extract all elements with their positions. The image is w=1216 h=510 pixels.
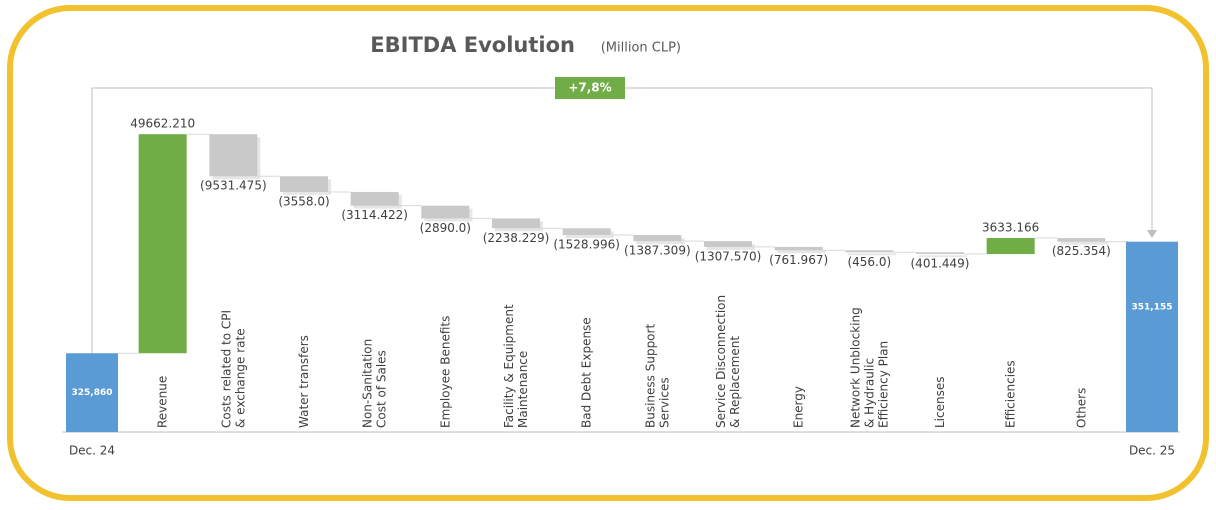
- bar: [138, 134, 187, 354]
- x-tick-label: Business SupportServices: [643, 324, 671, 428]
- data-label: (9531.475): [200, 179, 267, 193]
- x-tick-label: Others: [1074, 388, 1088, 428]
- data-label: 49662.210: [130, 117, 195, 131]
- bar-shadow: [1060, 241, 1109, 245]
- x-tick-label: Dec. 25: [1129, 444, 1175, 458]
- data-label: (1307.570): [695, 249, 762, 263]
- data-label: (456.0): [847, 255, 891, 269]
- bar: [492, 218, 540, 229]
- data-label: 3633.166: [982, 221, 1039, 235]
- bar: [704, 241, 752, 247]
- bar-shadow: [919, 255, 967, 258]
- x-tick-label: Costs related to CPI& exchange rate: [219, 310, 247, 428]
- annotation: +7,8%: [568, 81, 611, 95]
- data-label: (2238.229): [483, 231, 550, 245]
- x-tick-label: Facility & EquipmentMaintenance: [502, 304, 530, 428]
- x-tick-label: Employee Benefits: [438, 316, 452, 428]
- bar: [350, 191, 399, 206]
- x-tick-label: Water transfers: [297, 335, 311, 428]
- x-tick-label: Licenses: [933, 377, 947, 429]
- bar: [774, 246, 823, 251]
- data-label: (3558.0): [278, 194, 329, 208]
- x-tick-label: Non-SanitationCost of Sales: [360, 339, 388, 428]
- bar-shadow: [707, 244, 755, 250]
- frame: [7, 5, 1209, 501]
- data-label: (825.354): [1052, 244, 1111, 258]
- bar: [1057, 238, 1106, 242]
- bar: [66, 353, 118, 432]
- data-label: (1387.309): [624, 244, 691, 258]
- bracket-arrow: [1147, 230, 1157, 238]
- bar: [209, 134, 258, 177]
- chart-subtitle: (Million CLP): [601, 41, 681, 56]
- x-tick-label: Efficiencies: [1003, 360, 1017, 428]
- bar: [633, 235, 682, 242]
- bar: [562, 228, 611, 236]
- bar: [986, 238, 1035, 255]
- bar: [845, 250, 894, 253]
- x-tick-label: Network Unblocking& HydraulicEfficiency …: [848, 307, 890, 428]
- chart-title: EBITDA Evolution: [370, 33, 575, 57]
- data-label: 325,860: [72, 388, 113, 398]
- x-tick-label: Dec. 24: [69, 444, 115, 458]
- data-label: 351,155: [1132, 302, 1173, 312]
- annotation-box: [555, 77, 625, 99]
- data-label: (761.967): [769, 253, 828, 267]
- bar: [280, 176, 328, 192]
- data-label: (401.449): [911, 257, 970, 271]
- bar-shadow: [777, 249, 826, 254]
- x-tick-label: Energy: [791, 386, 805, 428]
- data-label: (3114.422): [341, 208, 408, 222]
- x-tick-label: Revenue: [155, 376, 169, 428]
- bar: [421, 205, 470, 219]
- bar-shadow: [848, 253, 897, 256]
- x-tick-label: Bad Debt Expense: [579, 317, 593, 428]
- bar: [916, 252, 964, 255]
- bar: [1126, 241, 1178, 432]
- data-label: (1528.996): [553, 238, 620, 252]
- x-tick-label: Service Disconnection& Replacement: [714, 295, 742, 428]
- data-label: (2890.0): [420, 221, 471, 235]
